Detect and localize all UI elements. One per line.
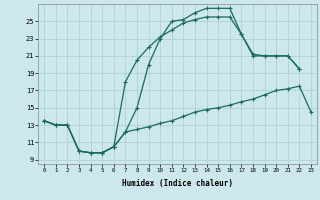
X-axis label: Humidex (Indice chaleur): Humidex (Indice chaleur) — [122, 179, 233, 188]
